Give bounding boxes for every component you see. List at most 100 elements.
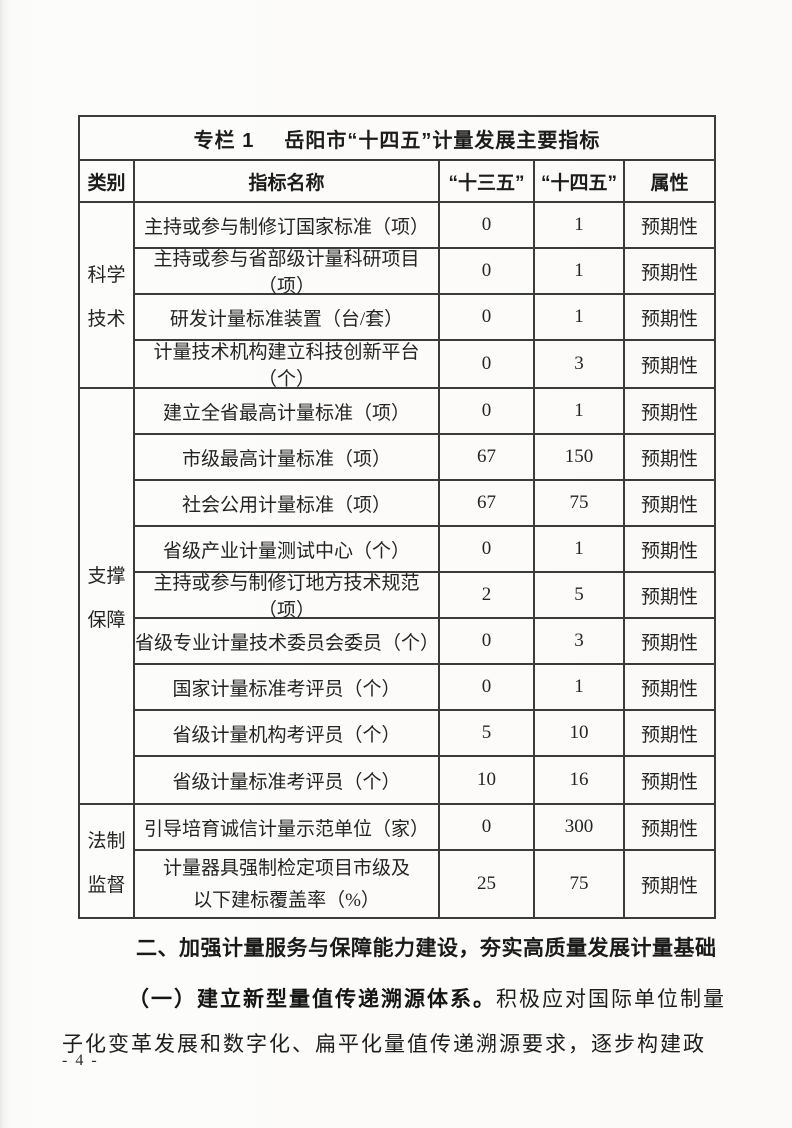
attribute-cell: 预期性 [640,678,698,700]
header-indicator: 指标名称 [135,161,440,201]
category-cell: 科学 技术 [80,203,135,387]
indicator-name-line2: 以下建标覆盖率（%） [193,889,380,911]
value-14th-cell: 75 [535,851,625,917]
category-cell: 支撑 保障 [80,389,135,803]
indicator-name-cell: 社会公用计量标准（项） [135,481,440,525]
value-13th-cell: 0 [440,295,535,339]
table-title: 专栏 1 岳阳市“十四五”计量发展主要指标 [80,117,714,161]
attribute-cell: 预期性 [640,632,698,654]
category-line: 科学 [87,264,126,286]
table-row: 国家计量标准考评员（个） 0 1 预期性 [135,665,714,711]
table-row: 主持或参与制修订地方技术规范（项） 2 5 预期性 [135,573,714,621]
value-14th-cell: 1 [535,203,625,247]
header-13th-plan: “十三五” [440,161,535,201]
indicator-name-cell: 引导培育诚信计量示范单位（家） [135,805,440,849]
value-14th-cell: 5 [535,573,625,617]
table-row: 主持或参与省部级计量科研项目（项） 0 1 预期性 [135,249,714,297]
value-14th-cell: 1 [535,665,625,709]
attribute-cell: 预期性 [640,818,698,840]
table-row: 建立全省最高计量标准（项） 0 1 预期性 [135,389,714,435]
indicator-name-cell: 国家计量标准考评员（个） [135,665,440,709]
category-line: 技术 [87,308,126,330]
section-science-tech: 科学 技术 主持或参与制修订国家标准（项） 0 1 预期性 主持或参与省部级计量… [80,203,714,390]
value-13th-cell: 0 [440,619,535,663]
table-row: 省级产业计量测试中心（个） 0 1 预期性 [135,527,714,573]
value-14th-cell: 3 [535,619,625,663]
attribute-cell: 预期性 [640,355,698,377]
section-support-guarantee: 支撑 保障 建立全省最高计量标准（项） 0 1 预期性 市级最高计量标准（项） … [80,389,714,805]
paragraph-1-bold-lead: （一）建立新型量值传递溯源体系。 [128,987,496,1011]
category-line: 法制 [87,830,126,852]
attribute-cell: 预期性 [640,402,698,424]
indicator-name-cell: 研发计量标准装置（台/套） [135,295,440,339]
table-row: 引导培育诚信计量示范单位（家） 0 300 预期性 [135,805,714,851]
table-row: 计量技术机构建立科技创新平台（个） 0 3 预期性 [135,341,714,390]
section-heading: 二、加强计量服务与保障能力建设，夯实高质量发展计量基础 [136,937,717,960]
table-row: 计量器具强制检定项目市级及 以下建标覆盖率（%） 25 75 预期性 [135,851,714,917]
category-cell: 法制 监督 [80,805,135,917]
table-row: 市级最高计量标准（项） 67 150 预期性 [135,435,714,481]
paragraph-1: （一）建立新型量值传递溯源体系。积极应对国际单位制量 [128,983,726,1013]
attribute-cell: 预期性 [640,262,698,284]
indicator-name-cell: 市级最高计量标准（项） [135,435,440,479]
section-legal-supervision: 法制 监督 引导培育诚信计量示范单位（家） 0 300 预期性 计量器具强制检定… [80,805,714,917]
attribute-cell: 预期性 [640,771,698,793]
value-14th-cell: 1 [535,295,625,339]
indicator-name-line1: 计量器具强制检定项目市级及 [162,857,410,879]
indicator-name-cell: 计量器具强制检定项目市级及 以下建标覆盖率（%） [135,851,440,917]
value-13th-cell: 0 [440,249,535,293]
value-14th-cell: 1 [535,249,625,293]
value-13th-cell: 25 [440,851,535,917]
value-13th-cell: 5 [440,711,535,755]
table-row: 省级计量机构考评员（个） 5 10 预期性 [135,711,714,757]
attribute-cell: 预期性 [640,540,698,562]
attribute-cell: 预期性 [640,448,698,470]
attribute-cell: 预期性 [640,308,698,330]
page-number: - 4 - [62,1052,99,1069]
table-row: 研发计量标准装置（台/套） 0 1 预期性 [135,295,714,341]
table-row: 省级计量标准考评员（个） 10 16 预期性 [135,757,714,803]
value-14th-cell: 1 [535,527,625,571]
paragraph-1-text: 积极应对国际单位制量 [496,987,726,1011]
value-14th-cell: 150 [535,435,625,479]
value-13th-cell: 10 [440,757,535,803]
table-row: 社会公用计量标准（项） 67 75 预期性 [135,481,714,527]
table-header-row: 类别 指标名称 “十三五” “十四五” 属性 [80,161,714,203]
header-attribute: 属性 [650,172,689,194]
value-13th-cell: 2 [440,573,535,617]
attribute-cell: 预期性 [640,494,698,516]
value-14th-cell: 300 [535,805,625,849]
value-13th-cell: 0 [440,805,535,849]
table-row: 省级专业计量技术委员会委员（个） 0 3 预期性 [135,619,714,665]
value-13th-cell: 67 [440,435,535,479]
value-13th-cell: 0 [440,341,535,387]
header-14th-plan: “十四五” [535,161,625,201]
table-title-text: 岳阳市“十四五”计量发展主要指标 [284,129,601,152]
value-13th-cell: 67 [440,481,535,525]
value-13th-cell: 0 [440,665,535,709]
attribute-cell: 预期性 [640,875,698,897]
value-14th-cell: 75 [535,481,625,525]
category-line: 监督 [87,874,126,896]
category-line: 保障 [87,609,126,631]
attribute-cell: 预期性 [640,216,698,238]
category-line: 支撑 [87,565,126,587]
value-14th-cell: 3 [535,341,625,387]
attribute-cell: 预期性 [640,586,698,608]
indicator-name-cell: 主持或参与制修订地方技术规范（项） [135,573,440,621]
indicators-table: 专栏 1 岳阳市“十四五”计量发展主要指标 类别 指标名称 “十三五” “十四五… [78,115,716,919]
header-category: 类别 [80,161,135,201]
indicator-name-cell: 省级专业计量技术委员会委员（个） [135,619,440,663]
value-14th-cell: 10 [535,711,625,755]
value-13th-cell: 0 [440,389,535,433]
indicator-name-cell: 省级产业计量测试中心（个） [135,527,440,571]
indicator-name-cell: 省级计量标准考评员（个） [135,757,440,803]
indicator-name-cell: 主持或参与制修订国家标准（项） [135,203,440,247]
indicator-name-cell: 主持或参与省部级计量科研项目（项） [135,249,440,297]
value-13th-cell: 0 [440,203,535,247]
paragraph-2: 子化变革发展和数字化、扁平化量值传递溯源要求，逐步构建政 [62,1032,706,1056]
value-14th-cell: 16 [535,757,625,803]
indicator-name-cell: 建立全省最高计量标准（项） [135,389,440,433]
value-14th-cell: 1 [535,389,625,433]
